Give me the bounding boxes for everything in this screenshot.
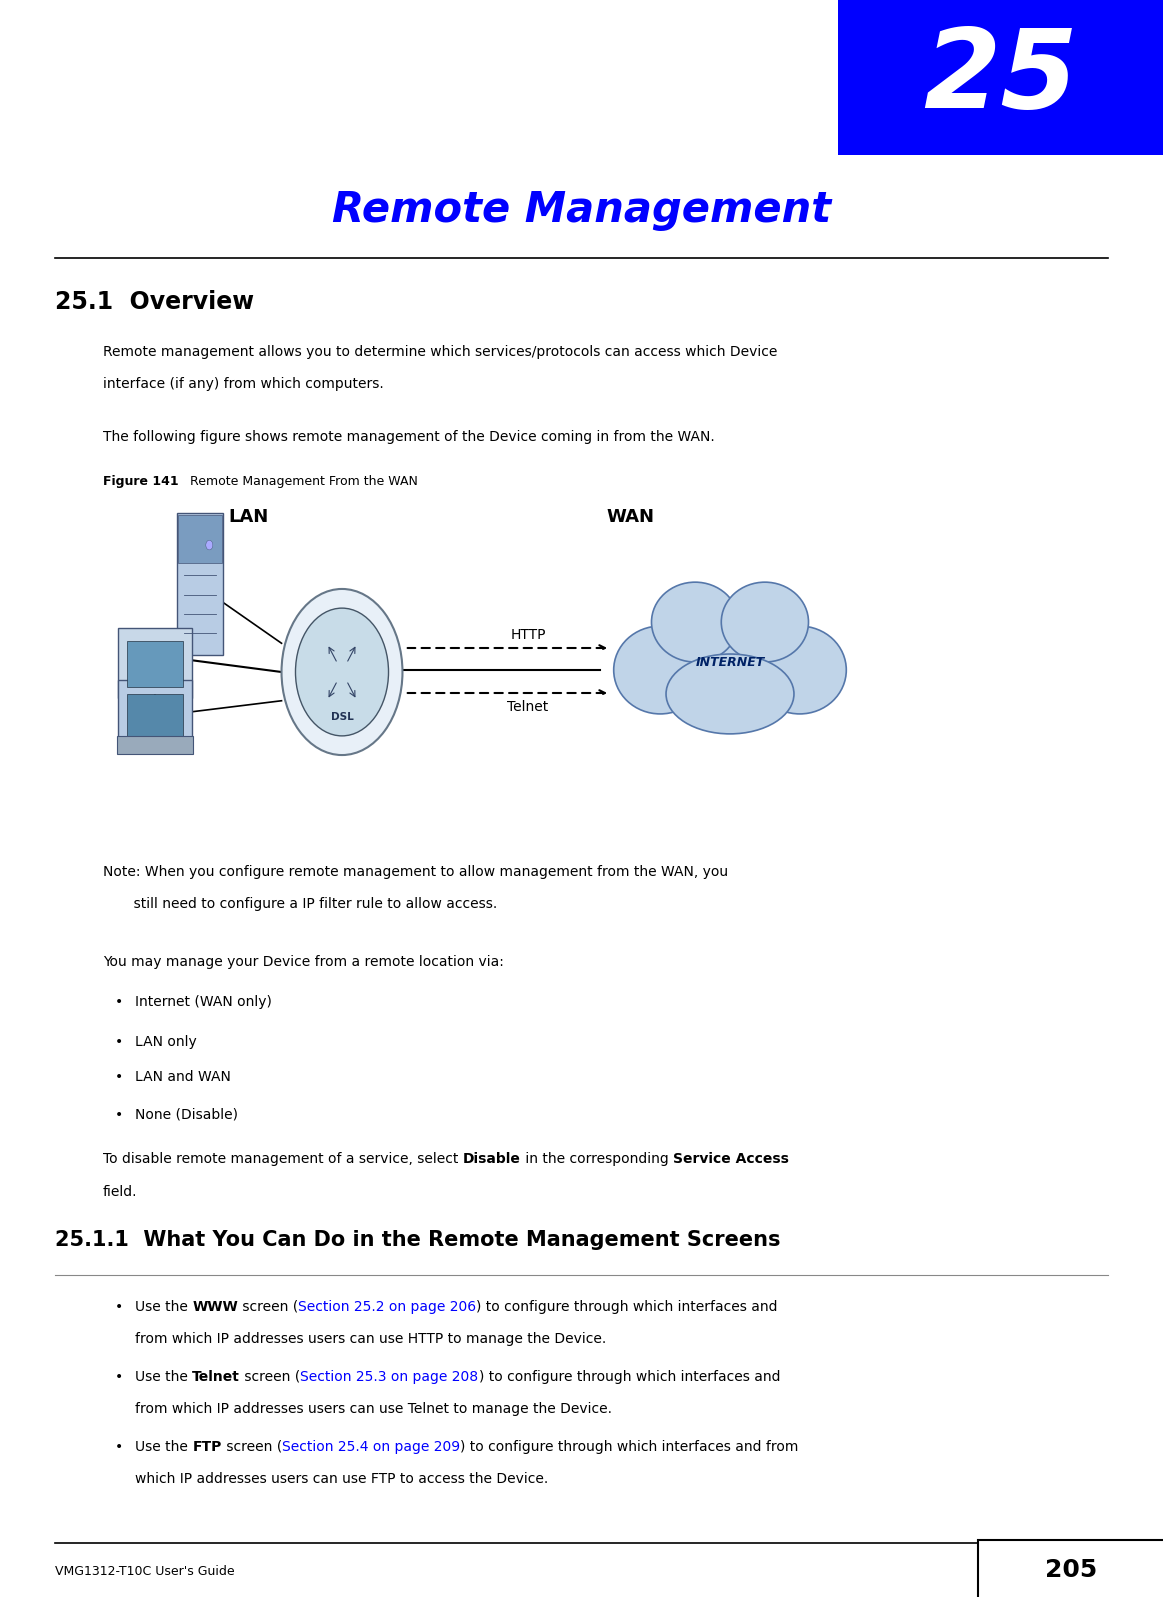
Text: Use the: Use the: [135, 1370, 192, 1385]
Text: Internet (WAN only): Internet (WAN only): [135, 995, 272, 1009]
Text: Figure 141: Figure 141: [104, 474, 179, 489]
Text: field.: field.: [104, 1185, 137, 1199]
Ellipse shape: [281, 589, 402, 755]
Text: interface (if any) from which computers.: interface (if any) from which computers.: [104, 377, 384, 391]
Text: •: •: [115, 1440, 123, 1453]
Text: from which IP addresses users can use HTTP to manage the Device.: from which IP addresses users can use HT…: [135, 1332, 606, 1346]
Text: Section 25.2 on page 206: Section 25.2 on page 206: [298, 1300, 477, 1314]
Text: Service Access: Service Access: [672, 1151, 789, 1166]
Text: ) to configure through which interfaces and: ) to configure through which interfaces …: [477, 1300, 778, 1314]
Text: screen (: screen (: [238, 1300, 298, 1314]
FancyBboxPatch shape: [116, 736, 193, 754]
Text: Section 25.4 on page 209: Section 25.4 on page 209: [281, 1440, 461, 1453]
Text: ) to configure through which interfaces and from: ) to configure through which interfaces …: [461, 1440, 798, 1453]
Text: Remote Management From the WAN: Remote Management From the WAN: [178, 474, 418, 489]
Ellipse shape: [754, 626, 847, 714]
Text: INTERNET: INTERNET: [695, 655, 764, 669]
Text: DSL: DSL: [330, 712, 354, 722]
Text: Telnet: Telnet: [192, 1370, 240, 1385]
Text: Telnet: Telnet: [507, 699, 549, 714]
Text: which IP addresses users can use FTP to access the Device.: which IP addresses users can use FTP to …: [135, 1472, 548, 1485]
Text: still need to configure a IP filter rule to allow access.: still need to configure a IP filter rule…: [104, 898, 498, 910]
Text: FTP: FTP: [192, 1440, 222, 1453]
FancyBboxPatch shape: [177, 513, 223, 655]
Ellipse shape: [614, 626, 707, 714]
Circle shape: [206, 540, 213, 549]
Text: Use the: Use the: [135, 1300, 192, 1314]
Ellipse shape: [666, 655, 794, 735]
Text: LAN and WAN: LAN and WAN: [135, 1070, 231, 1084]
Text: None (Disable): None (Disable): [135, 1108, 238, 1123]
Text: Section 25.3 on page 208: Section 25.3 on page 208: [300, 1370, 478, 1385]
Ellipse shape: [295, 608, 388, 736]
Text: To disable remote management of a service, select: To disable remote management of a servic…: [104, 1151, 463, 1166]
Text: •: •: [115, 1070, 123, 1084]
Text: in the corresponding: in the corresponding: [521, 1151, 672, 1166]
FancyBboxPatch shape: [117, 680, 192, 747]
Text: •: •: [115, 1108, 123, 1123]
Ellipse shape: [651, 583, 739, 663]
Text: LAN: LAN: [228, 508, 269, 525]
Text: You may manage your Device from a remote location via:: You may manage your Device from a remote…: [104, 955, 504, 969]
FancyBboxPatch shape: [978, 1540, 1163, 1597]
Text: screen (: screen (: [240, 1370, 300, 1385]
Text: Disable: Disable: [463, 1151, 521, 1166]
FancyBboxPatch shape: [178, 514, 222, 562]
Text: •: •: [115, 995, 123, 1009]
Text: ) to configure through which interfaces and: ) to configure through which interfaces …: [478, 1370, 780, 1385]
Text: Use the: Use the: [135, 1440, 192, 1453]
Text: 25: 25: [923, 24, 1078, 131]
Text: 25.1.1  What You Can Do in the Remote Management Screens: 25.1.1 What You Can Do in the Remote Man…: [55, 1230, 780, 1250]
FancyBboxPatch shape: [127, 695, 183, 738]
Text: 25.1  Overview: 25.1 Overview: [55, 291, 255, 315]
Bar: [839, 0, 1163, 155]
Text: VMG1312-T10C User's Guide: VMG1312-T10C User's Guide: [55, 1565, 235, 1578]
Text: from which IP addresses users can use Telnet to manage the Device.: from which IP addresses users can use Te…: [135, 1402, 612, 1417]
Text: 205: 205: [1046, 1559, 1098, 1583]
Text: •: •: [115, 1300, 123, 1314]
Text: HTTP: HTTP: [511, 628, 545, 642]
Text: WAN: WAN: [606, 508, 654, 525]
Text: screen (: screen (: [222, 1440, 281, 1453]
Text: Note: When you configure remote management to allow management from the WAN, you: Note: When you configure remote manageme…: [104, 866, 728, 878]
FancyBboxPatch shape: [117, 628, 192, 698]
Text: Remote Management: Remote Management: [331, 188, 832, 232]
Text: The following figure shows remote management of the Device coming in from the WA: The following figure shows remote manage…: [104, 430, 715, 444]
FancyBboxPatch shape: [127, 640, 183, 687]
Text: •: •: [115, 1370, 123, 1385]
Text: LAN only: LAN only: [135, 1035, 197, 1049]
Text: •: •: [115, 1035, 123, 1049]
Ellipse shape: [655, 599, 806, 711]
Ellipse shape: [721, 583, 808, 663]
Text: WWW: WWW: [192, 1300, 238, 1314]
Text: Remote management allows you to determine which services/protocols can access wh: Remote management allows you to determin…: [104, 345, 777, 359]
